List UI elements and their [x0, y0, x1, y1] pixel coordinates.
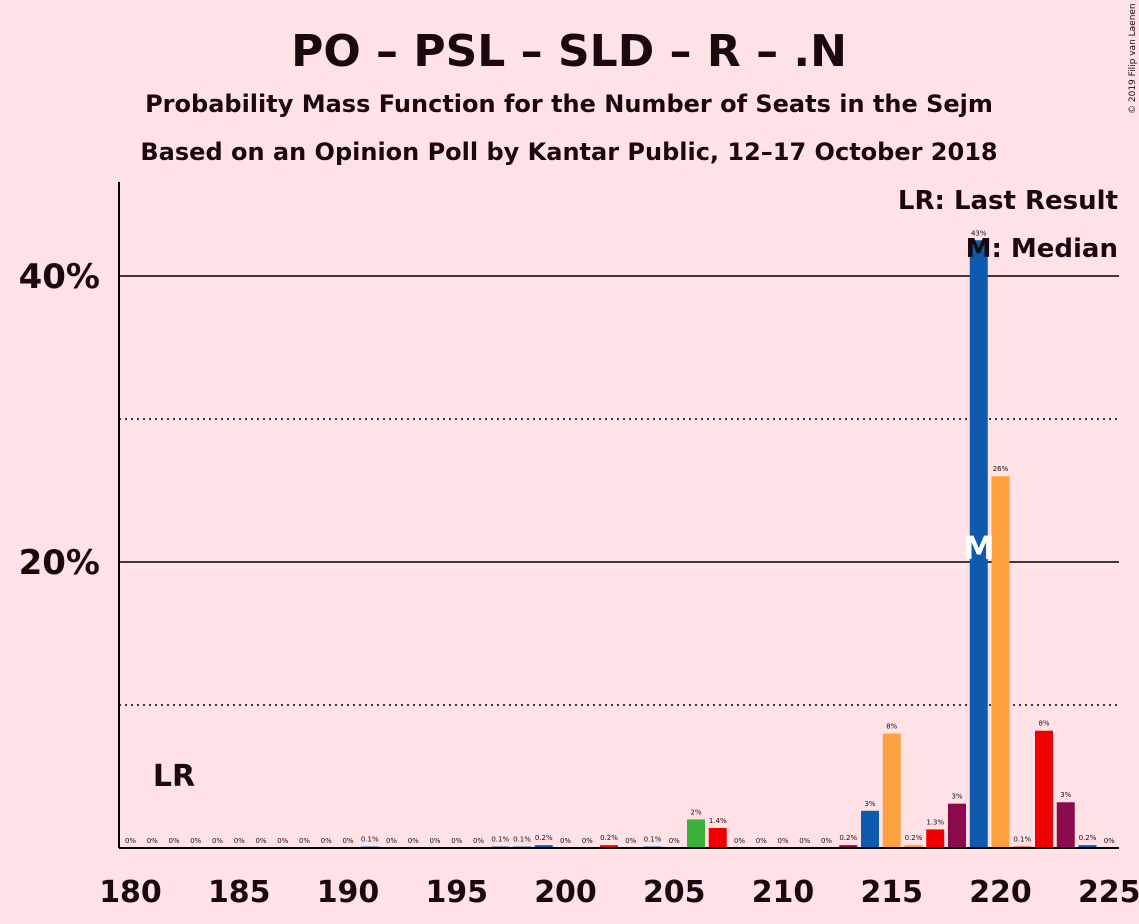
x-tick-label: 205 — [643, 875, 706, 910]
bar-value-label: 0% — [299, 837, 310, 845]
bar-value-label: 0% — [429, 837, 440, 845]
bar-value-label: 1.3% — [926, 818, 944, 826]
bar-value-label: 0% — [473, 837, 484, 845]
x-tick-label: 220 — [969, 875, 1032, 910]
bar — [1078, 845, 1097, 848]
bar-value-label: 0% — [408, 837, 419, 845]
bar — [861, 810, 879, 848]
bar — [708, 827, 727, 848]
bar-value-label: 0% — [277, 837, 288, 845]
bar — [882, 733, 901, 848]
bar — [687, 819, 705, 848]
bar-value-label: 0% — [234, 837, 245, 845]
bar-value-label: 26% — [993, 465, 1009, 473]
x-tick-label: 185 — [208, 875, 271, 910]
bar-value-label: 0% — [451, 837, 462, 845]
bar-value-label: 43% — [971, 229, 987, 237]
bar-value-label: 0.1% — [513, 836, 531, 844]
legend-last-result: LR: Last Result — [898, 186, 1118, 216]
x-tick-label: 225 — [1078, 875, 1139, 910]
bar-value-label: 0.1% — [644, 836, 662, 844]
bar-value-label: 3% — [1060, 791, 1071, 799]
y-tick-label: 20% — [19, 543, 100, 583]
bar-value-label: 8% — [1038, 720, 1049, 728]
bar-value-label: 0% — [777, 837, 788, 845]
bar-value-label: 0.2% — [600, 834, 618, 842]
bar — [1056, 802, 1075, 848]
chart-title: PO – PSL – SLD – R – .N — [291, 26, 847, 77]
bar-value-label: 0.1% — [1013, 836, 1031, 844]
x-tick-label: 180 — [99, 875, 162, 910]
bar-value-label: 0.2% — [535, 834, 553, 842]
x-tick-label: 195 — [425, 875, 488, 910]
bar-value-label: 0.1% — [491, 836, 509, 844]
gridlines — [119, 275, 1119, 706]
bar — [926, 829, 945, 848]
bar — [839, 845, 858, 848]
bar-value-label: 3% — [864, 800, 875, 808]
bar-value-label: 0% — [1104, 837, 1115, 845]
bar — [600, 845, 618, 848]
bar — [1035, 730, 1053, 848]
bar-value-label: 0% — [734, 837, 745, 845]
x-tick-label: 210 — [752, 875, 815, 910]
bar-value-label: 0% — [582, 837, 593, 845]
bar-value-label: 0% — [625, 837, 636, 845]
bar-value-label: 0% — [342, 837, 353, 845]
bar-labels: 0% 0% 0% 0% 0% 0% 0% 0% 0% 0% 0% 0.1% 0% 0% 0% 0% 0% 0.1%… — [125, 229, 1115, 845]
bar-value-label: 0.2% — [1079, 834, 1097, 842]
bar-value-label: 0% — [147, 837, 158, 845]
bar-value-label: 0% — [756, 837, 767, 845]
bar-value-label: 8% — [886, 723, 897, 731]
chart-subtitle: Probability Mass Function for the Number… — [145, 90, 993, 118]
x-tick-label: 190 — [317, 875, 380, 910]
bar-value-label: 0.2% — [905, 834, 923, 842]
last-result-marker: LR — [153, 759, 195, 794]
legend-median: M: Median — [966, 234, 1118, 264]
x-tick-label: 215 — [860, 875, 923, 910]
bar-value-label: 0% — [212, 837, 223, 845]
bar-value-label: 2% — [690, 808, 701, 816]
copyright-note: © 2019 Filip van Laenen — [1128, 3, 1138, 114]
bar-value-label: 0.1% — [361, 836, 379, 844]
y-tick-label: 40% — [19, 257, 100, 297]
bar — [904, 845, 923, 848]
median-marker: M — [963, 529, 995, 567]
bar-value-label: 3% — [951, 793, 962, 801]
axes — [118, 182, 1119, 849]
chart-source: Based on an Opinion Poll by Kantar Publi… — [140, 138, 997, 166]
bar-value-label: 0% — [799, 837, 810, 845]
bar-value-label: 0% — [321, 837, 332, 845]
bar-value-label: 0% — [669, 837, 680, 845]
bar — [948, 803, 966, 848]
bar — [969, 240, 988, 848]
bar-value-label: 0% — [255, 837, 266, 845]
bar-value-label: 0.2% — [839, 834, 857, 842]
bars — [360, 240, 1097, 848]
bar-value-label: 0% — [168, 837, 179, 845]
bar — [534, 845, 553, 848]
bar-value-label: 0% — [560, 837, 571, 845]
x-tick-label: 200 — [534, 875, 597, 910]
bar-value-label: 0% — [125, 837, 136, 845]
x-tick-labels: 180 185 190 195 200 205 210 215 220 225 — [99, 875, 1139, 910]
bar-value-label: 0% — [386, 837, 397, 845]
bar-value-label: 0% — [190, 837, 201, 845]
y-tick-labels: 20% 40% — [19, 257, 100, 583]
bar-value-label: 0% — [821, 837, 832, 845]
bar-value-label: 1.4% — [709, 817, 727, 825]
bar — [991, 476, 1010, 848]
